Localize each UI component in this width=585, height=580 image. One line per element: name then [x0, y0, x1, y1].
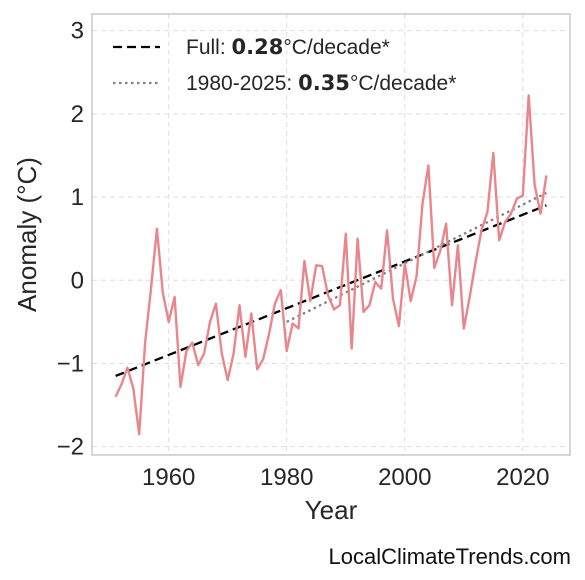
legend-recent-prefix: 1980-2025:	[186, 72, 298, 95]
anomaly-series-line	[114, 94, 548, 436]
x-axis-title: Year	[305, 495, 358, 525]
x-tick-label: 2020	[496, 464, 549, 491]
y-axis-title: Anomaly (°C)	[12, 157, 42, 312]
y-tick-labels: −2 −1 0 1 2 3	[57, 18, 84, 461]
site-credit: LocalClimateTrends.com	[328, 544, 572, 569]
legend-full-prefix: Full:	[186, 36, 232, 59]
y-tick-label: 3	[71, 18, 84, 45]
y-tick-label: 1	[71, 184, 84, 211]
grid	[92, 14, 570, 455]
plot-frame	[91, 13, 571, 456]
legend-full-rate: 0.28	[232, 35, 284, 59]
trendlines	[115, 191, 547, 378]
y-tick-label: −1	[57, 350, 84, 377]
legend-full-text: Full: 0.28°C/decade*	[186, 35, 390, 59]
trendline-dotted	[286, 191, 547, 323]
legend-recent-rate: 0.35	[298, 71, 350, 95]
x-tick-label: 1980	[260, 464, 313, 491]
x-tick-labels: 1960 1980 2000 2020	[142, 464, 549, 491]
y-tick-label: 2	[71, 101, 84, 128]
y-tick-label: 0	[71, 267, 84, 294]
x-tick-label: 2000	[378, 464, 431, 491]
legend-full-suffix: °C/decade*	[283, 36, 389, 59]
legend: Full: 0.28°C/decade* 1980-2025: 0.35°C/d…	[113, 35, 456, 95]
series-group	[114, 94, 548, 436]
legend-recent-suffix: °C/decade*	[350, 72, 456, 95]
legend-recent-text: 1980-2025: 0.35°C/decade*	[186, 71, 456, 95]
x-tick-label: 1960	[142, 464, 195, 491]
y-tick-label: −2	[57, 434, 84, 461]
